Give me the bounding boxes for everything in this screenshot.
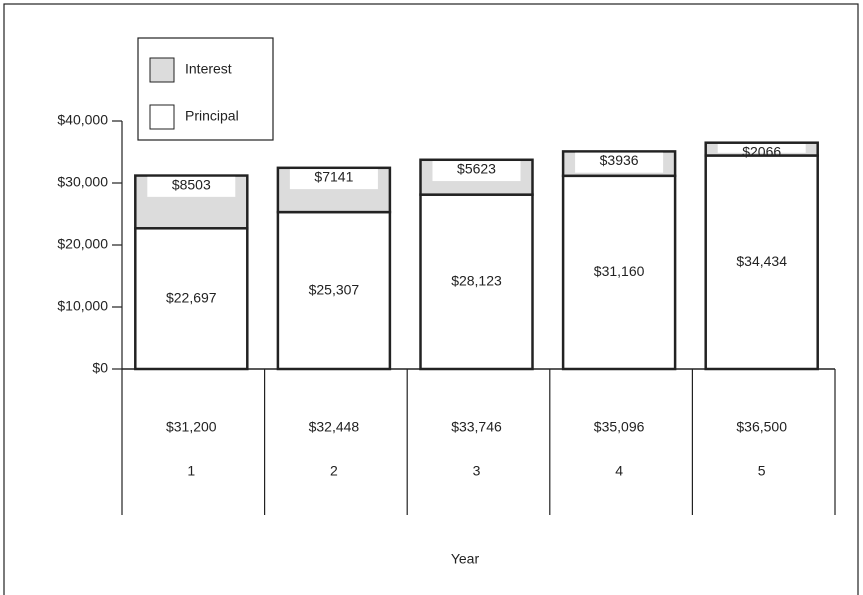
legend-swatch (149, 104, 175, 130)
legend-swatch (149, 57, 175, 83)
legend-label: Principal (185, 108, 239, 124)
value-label: $22,697 (166, 289, 217, 305)
value-label: $2066 (742, 143, 781, 159)
y-tick-label: $10,000 (57, 298, 108, 314)
bar-segment (419, 193, 534, 371)
x-tick-label: 4 (615, 463, 623, 479)
bar-segment (704, 154, 819, 371)
value-label: $25,307 (309, 281, 360, 297)
label-box (147, 176, 236, 197)
y-tick-label: $40,000 (57, 112, 108, 128)
x-axis-title: Year (451, 551, 480, 567)
bar-segment (561, 174, 677, 371)
frame (3, 3, 859, 595)
total-label: $32,448 (309, 419, 360, 435)
bar-segment (134, 227, 249, 371)
total-label: $36,500 (736, 419, 787, 435)
value-label: $34,434 (736, 253, 787, 269)
bar-segment (276, 210, 392, 371)
x-tick-label: 3 (473, 463, 481, 479)
y-tick-label: $0 (92, 360, 108, 376)
x-tick-label: 2 (330, 463, 338, 479)
label-box (432, 161, 521, 182)
value-label: $3936 (600, 152, 639, 168)
label-box (289, 169, 378, 190)
label-box (575, 152, 664, 173)
value-label: $28,123 (451, 273, 502, 289)
x-tick-label: 5 (758, 463, 766, 479)
value-label: $5623 (457, 160, 496, 176)
total-label: $31,200 (166, 419, 217, 435)
value-label: $8503 (172, 176, 211, 192)
y-tick-label: $20,000 (57, 236, 108, 252)
value-label: $7141 (314, 169, 353, 185)
x-tick-label: 1 (187, 463, 195, 479)
y-tick-label: $30,000 (57, 174, 108, 190)
value-label: $31,160 (594, 263, 645, 279)
total-label: $33,746 (451, 419, 502, 435)
total-label: $35,096 (594, 419, 645, 435)
legend-label: Interest (185, 61, 232, 77)
label-box (717, 144, 806, 153)
